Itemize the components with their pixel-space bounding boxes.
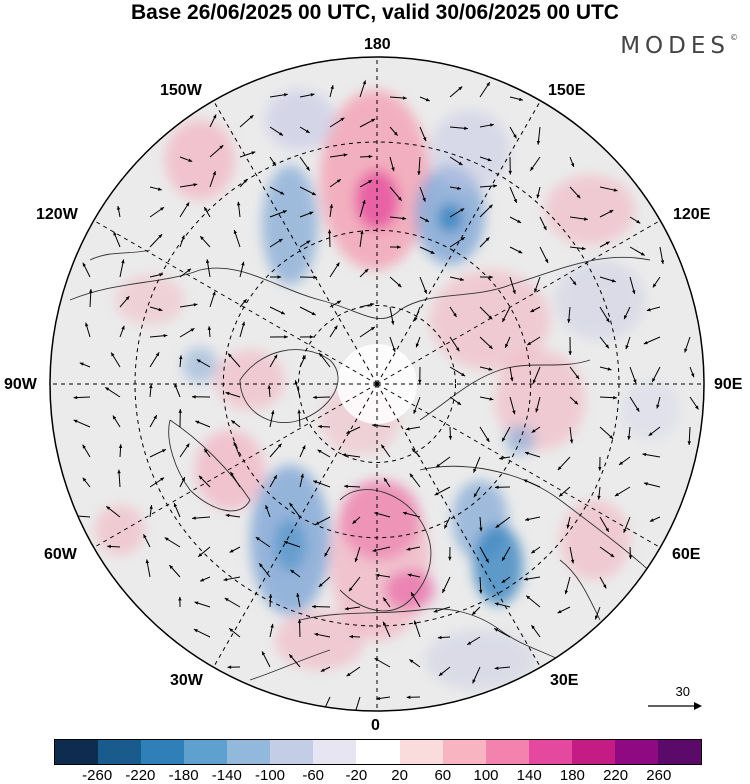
lon-label-0: 0 [371, 717, 380, 735]
colorbar-tick-label: 20 [391, 767, 408, 784]
anomaly-blob [182, 347, 218, 383]
colorbar-bin-0 [55, 740, 98, 764]
colorbar-tick-label: -260 [82, 767, 112, 784]
colorbar-bin-1 [98, 740, 141, 764]
lon-label-60w: 60W [44, 546, 77, 564]
lon-label-30w: 30W [170, 672, 203, 690]
lon-label-150e: 150E [548, 82, 585, 100]
anomaly-blob [620, 380, 680, 440]
lon-label-60e: 60E [672, 546, 700, 564]
colorbar-tick-label: -100 [255, 767, 285, 784]
anomaly-blob [265, 90, 335, 150]
colorbar-tick-label: -20 [346, 767, 368, 784]
colorbar-bin-3 [184, 740, 227, 764]
reference-arrow-icon [648, 702, 702, 710]
colorbar-bin-7 [356, 740, 399, 764]
colorbar-tick-label: 60 [434, 767, 451, 784]
colorbar-bin-6 [313, 740, 356, 764]
lon-label-90e: 90E [714, 376, 742, 394]
colorbar-bin-8 [400, 740, 443, 764]
anomaly-blob [560, 500, 630, 580]
anomaly-blob [195, 430, 265, 510]
anomaly-blob [438, 204, 462, 232]
colorbar-tick-labels: -260 -220 -180 -140 -100 -60 -20 20 60 100 140 180 2… [54, 767, 702, 783]
colorbar-bin-5 [270, 740, 313, 764]
lon-label-180: 180 [364, 36, 391, 54]
anomaly-blob [165, 120, 235, 200]
colorbar-bin-10 [486, 740, 529, 764]
anomaly-blob [274, 519, 306, 571]
colorbar-bin-14 [658, 740, 701, 764]
colorbar-tick-label: 100 [473, 767, 498, 784]
lon-label-150w: 150W [160, 82, 202, 100]
colorbar-tick-label: 180 [560, 767, 585, 784]
colorbar [54, 739, 702, 765]
colorbar-tick-label: -220 [125, 767, 155, 784]
lon-label-90w: 90W [4, 376, 37, 394]
colorbar-tick-label: 220 [603, 767, 628, 784]
colorbar-tick-label: -60 [302, 767, 324, 784]
anomaly-blob [545, 175, 635, 245]
lon-label-30e: 30E [550, 672, 578, 690]
anomaly-blob [95, 505, 145, 555]
colorbar-bin-12 [572, 740, 615, 764]
colorbar-bin-4 [227, 740, 270, 764]
colorbar-bin-11 [529, 740, 572, 764]
colorbar-bin-13 [615, 740, 658, 764]
anomaly-blob [262, 165, 318, 285]
lon-label-120e: 120E [673, 206, 710, 224]
colorbar-bin-9 [443, 740, 486, 764]
colorbar-tick-label: 260 [646, 767, 671, 784]
colorbar-bin-2 [141, 740, 184, 764]
reference-vector-label: 30 [676, 684, 690, 699]
polar-map [0, 0, 750, 740]
colorbar-tick-label: 140 [517, 767, 542, 784]
colorbar-tick-label: -180 [169, 767, 199, 784]
anomaly-blob [430, 110, 510, 190]
lon-label-120w: 120W [36, 206, 78, 224]
anomaly-blob [555, 260, 645, 340]
colorbar-tick-label: -140 [212, 767, 242, 784]
anomaly-blob [275, 610, 365, 670]
